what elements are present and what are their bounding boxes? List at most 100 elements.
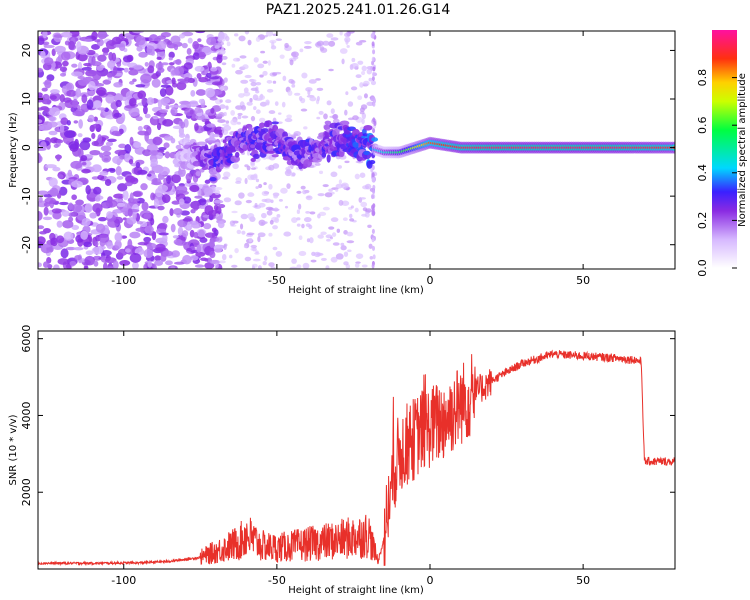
spectrogram-heatmap bbox=[38, 31, 675, 269]
spectrogram-cell bbox=[206, 36, 217, 46]
spectrogram-cell bbox=[273, 207, 279, 212]
spectrogram-cell bbox=[372, 189, 376, 195]
spectrogram-cell bbox=[308, 224, 313, 230]
spectrogram-cell bbox=[38, 190, 49, 196]
spectrogram-cell bbox=[261, 190, 269, 197]
spectrogram-cell bbox=[38, 262, 42, 268]
spectrogram-cell bbox=[361, 112, 367, 120]
spectrogram-cell bbox=[236, 57, 240, 62]
spectrogram-cell bbox=[316, 116, 321, 120]
spectrogram-x-tick-label: -50 bbox=[268, 274, 286, 287]
spectrogram-cell bbox=[328, 188, 333, 192]
spectrogram-cell bbox=[318, 170, 324, 175]
spectrogram-cell bbox=[271, 41, 275, 48]
spectrogram-cell bbox=[144, 61, 149, 67]
spectrogram-cell bbox=[246, 150, 251, 156]
spectrogram-cell bbox=[91, 164, 102, 173]
spectrogram-cell bbox=[303, 126, 308, 130]
spectrogram-cell bbox=[168, 62, 175, 66]
spectrogram-cell bbox=[121, 96, 128, 101]
spectrogram-cell bbox=[370, 167, 374, 173]
spectrogram-cell bbox=[326, 100, 332, 106]
spectrogram-cell bbox=[189, 220, 199, 226]
spectrogram-cell bbox=[361, 70, 366, 76]
spectrogram-cell bbox=[365, 208, 372, 213]
spectrogram-cell bbox=[373, 98, 377, 104]
spectrogram-cell bbox=[340, 242, 345, 246]
spectrogram-cell bbox=[310, 259, 317, 263]
spectrogram-cell bbox=[349, 218, 355, 222]
spectrogram-cell bbox=[330, 37, 339, 41]
spectrogram-cell bbox=[346, 45, 350, 48]
spectrogram-cell bbox=[91, 246, 104, 255]
spectrogram-cell bbox=[79, 140, 91, 151]
spectrogram-cell bbox=[173, 44, 179, 51]
spectrogram-cell bbox=[42, 216, 53, 221]
spectrogram-cell bbox=[326, 154, 331, 163]
spectrogram-cell bbox=[211, 81, 223, 86]
spectrogram-cell bbox=[162, 233, 168, 243]
spectrogram-cell bbox=[214, 113, 223, 118]
spectrogram-cell bbox=[175, 185, 188, 194]
spectrogram-cell bbox=[38, 67, 44, 73]
spectrogram-cell bbox=[238, 192, 245, 199]
spectrogram-cell bbox=[335, 253, 344, 260]
spectrogram-cell bbox=[124, 143, 132, 154]
spectrogram-cell bbox=[236, 121, 241, 125]
spectrogram-cell bbox=[371, 137, 379, 142]
spectrogram-cell bbox=[84, 38, 93, 43]
spectrogram-cell bbox=[372, 128, 376, 134]
spectrogram-cell bbox=[141, 97, 147, 106]
spectrogram-cell bbox=[72, 98, 79, 109]
spectrogram-cell bbox=[354, 207, 359, 213]
spectrogram-cell bbox=[336, 228, 341, 233]
spectrogram-cell bbox=[301, 72, 308, 79]
spectrogram-cell bbox=[85, 250, 94, 256]
colorbar-tick-label: 0.0 bbox=[696, 259, 709, 277]
spectrogram-cell bbox=[60, 31, 73, 38]
spectrogram-cell bbox=[59, 124, 65, 133]
spectrogram-cell bbox=[204, 232, 216, 238]
spectrogram-cell bbox=[245, 199, 252, 204]
spectrogram-cell bbox=[91, 123, 100, 129]
spectrogram-cell bbox=[328, 226, 335, 230]
spectrogram-cell bbox=[174, 67, 179, 76]
spectrogram-cell bbox=[268, 232, 273, 237]
spectrogram-cell bbox=[247, 192, 255, 197]
spectrogram-cell bbox=[250, 247, 255, 251]
snr-y-axis-label: SNR (10 * v/v) bbox=[8, 414, 19, 485]
spectrogram-cell bbox=[332, 113, 339, 120]
spectrogram-cell bbox=[225, 99, 232, 104]
spectrogram-cell bbox=[57, 258, 69, 265]
spectrogram-cell bbox=[178, 33, 186, 39]
spectrogram-cell bbox=[367, 224, 372, 228]
spectrogram-cell bbox=[198, 229, 205, 238]
spectrogram-cell bbox=[363, 150, 370, 156]
spectrogram-cell bbox=[284, 118, 293, 123]
spectrogram-cell bbox=[87, 114, 95, 123]
spectrogram-cell bbox=[274, 71, 282, 75]
spectrogram-cell bbox=[138, 51, 148, 58]
spectrogram-cell bbox=[222, 85, 229, 91]
spectrogram-cell bbox=[170, 223, 176, 233]
spectrogram-cell bbox=[222, 139, 227, 144]
spectrogram-cell bbox=[189, 184, 200, 193]
spectrogram-cell bbox=[196, 72, 202, 79]
spectrogram-cell bbox=[56, 154, 61, 162]
spectrogram-cell bbox=[198, 204, 207, 209]
chart-title: PAZ1.2025.241.01.26.G14 bbox=[266, 2, 451, 18]
spectrogram-cell bbox=[250, 115, 256, 122]
spectrogram-cell bbox=[143, 248, 154, 258]
spectrogram-y-tick-label: -10 bbox=[20, 187, 33, 205]
spectrogram-cell bbox=[242, 64, 249, 70]
spectrogram-cell bbox=[169, 104, 180, 109]
spectrogram-cell bbox=[149, 149, 159, 156]
spectrogram-cell bbox=[128, 69, 139, 76]
spectrogram-cell bbox=[254, 202, 258, 208]
spectrogram-cell bbox=[268, 110, 276, 115]
spectrogram-cell bbox=[137, 126, 143, 132]
spectrogram-cell bbox=[355, 74, 362, 79]
spectrogram-cell bbox=[56, 235, 65, 244]
spectrogram-cell bbox=[355, 41, 363, 46]
spectrogram-cell bbox=[194, 264, 205, 268]
